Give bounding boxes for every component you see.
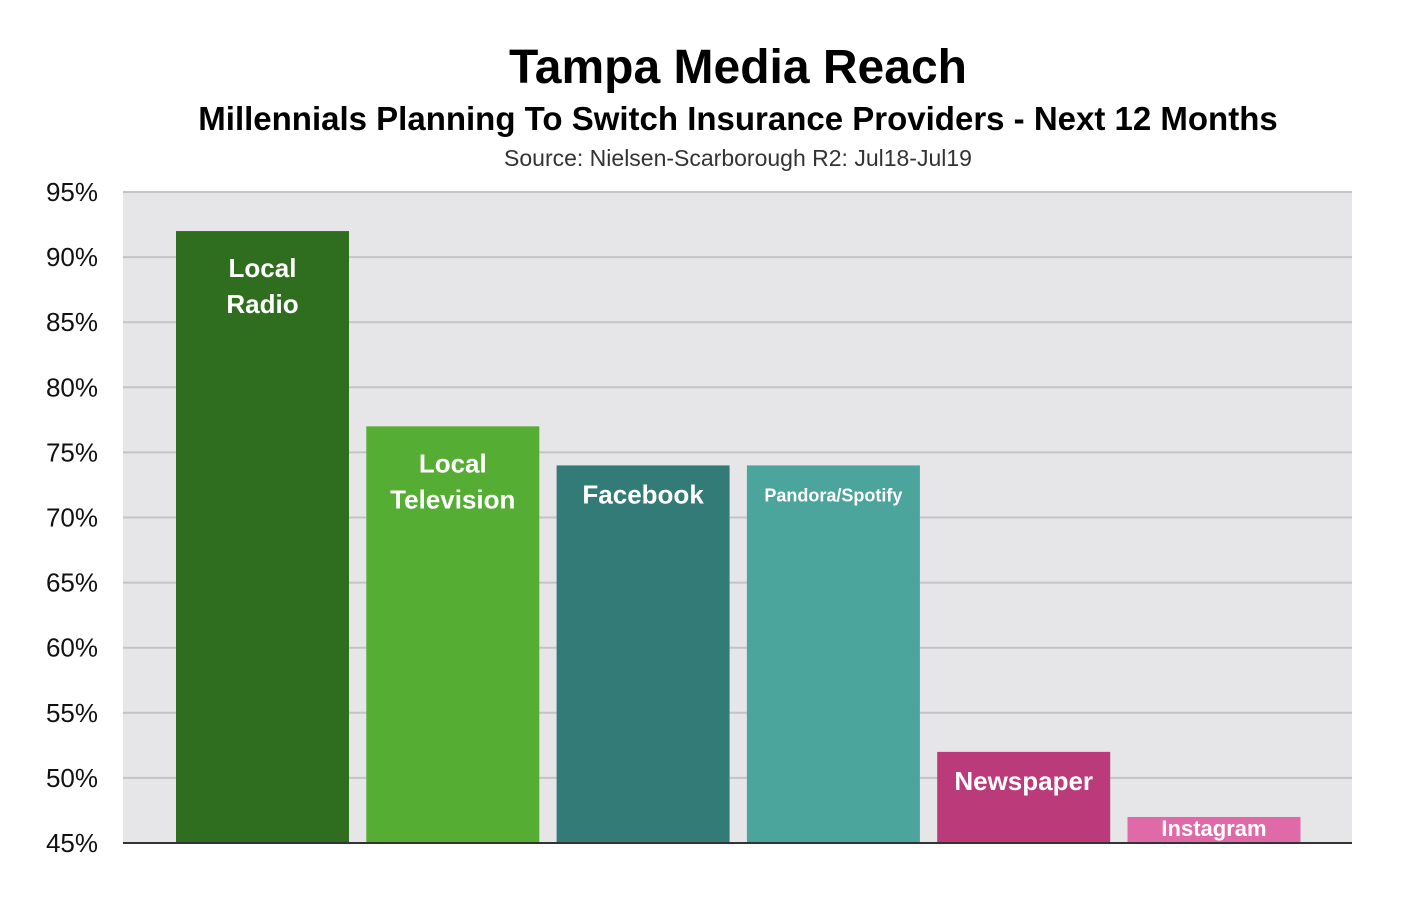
bar-local-television (366, 426, 540, 843)
bar-label: Instagram (1161, 816, 1266, 841)
chart-subtitle: Millennials Planning To Switch Insurance… (198, 100, 1278, 137)
y-tick-label: 85% (46, 307, 98, 337)
y-tick-label: 75% (46, 437, 98, 467)
y-tick-label: 70% (46, 503, 98, 533)
bar-label-line: Facebook (582, 479, 704, 509)
y-axis-ticks: 95% 90% 85% 80% 75% 70% 65% 60% 55% 50% 45% (46, 177, 98, 858)
y-tick-label: 65% (46, 568, 98, 598)
bar-label: Newspaper (954, 766, 1093, 796)
bar-label: Local Television (390, 448, 515, 514)
bars (176, 231, 1301, 843)
bar-label-line: Local (229, 253, 297, 283)
y-tick-label: 55% (46, 698, 98, 728)
bar-label-line: Radio (226, 289, 298, 319)
chart-source: Source: Nielsen-Scarborough R2: Jul18-Ju… (504, 145, 972, 171)
bar-local-radio (176, 231, 349, 843)
bar-pandora-spotify (746, 465, 920, 843)
bar-instagram (1127, 816, 1301, 843)
bar-label-line: Television (390, 484, 515, 514)
y-tick-label: 45% (46, 828, 98, 858)
bar-label: Pandora/Spotify (764, 485, 902, 505)
bar-label: Facebook (582, 479, 704, 509)
bar-label: Local Radio (226, 253, 298, 319)
y-tick-label: 95% (46, 177, 98, 207)
bar-label-line: Local (419, 448, 487, 478)
y-tick-label: 50% (46, 763, 98, 793)
bar-newspaper (937, 751, 1111, 843)
bar-facebook (556, 465, 730, 843)
y-tick-label: 90% (46, 242, 98, 272)
bar-labels: Local Radio Local Television Facebook Pandora… (226, 253, 1266, 841)
bar-label-line: Pandora/Spotify (764, 485, 902, 505)
bar-label-line: Newspaper (954, 766, 1093, 796)
chart-title: Tampa Media Reach (509, 41, 967, 94)
y-tick-label: 80% (46, 372, 98, 402)
bar-label-line: Instagram (1161, 816, 1266, 841)
y-tick-label: 60% (46, 633, 98, 663)
